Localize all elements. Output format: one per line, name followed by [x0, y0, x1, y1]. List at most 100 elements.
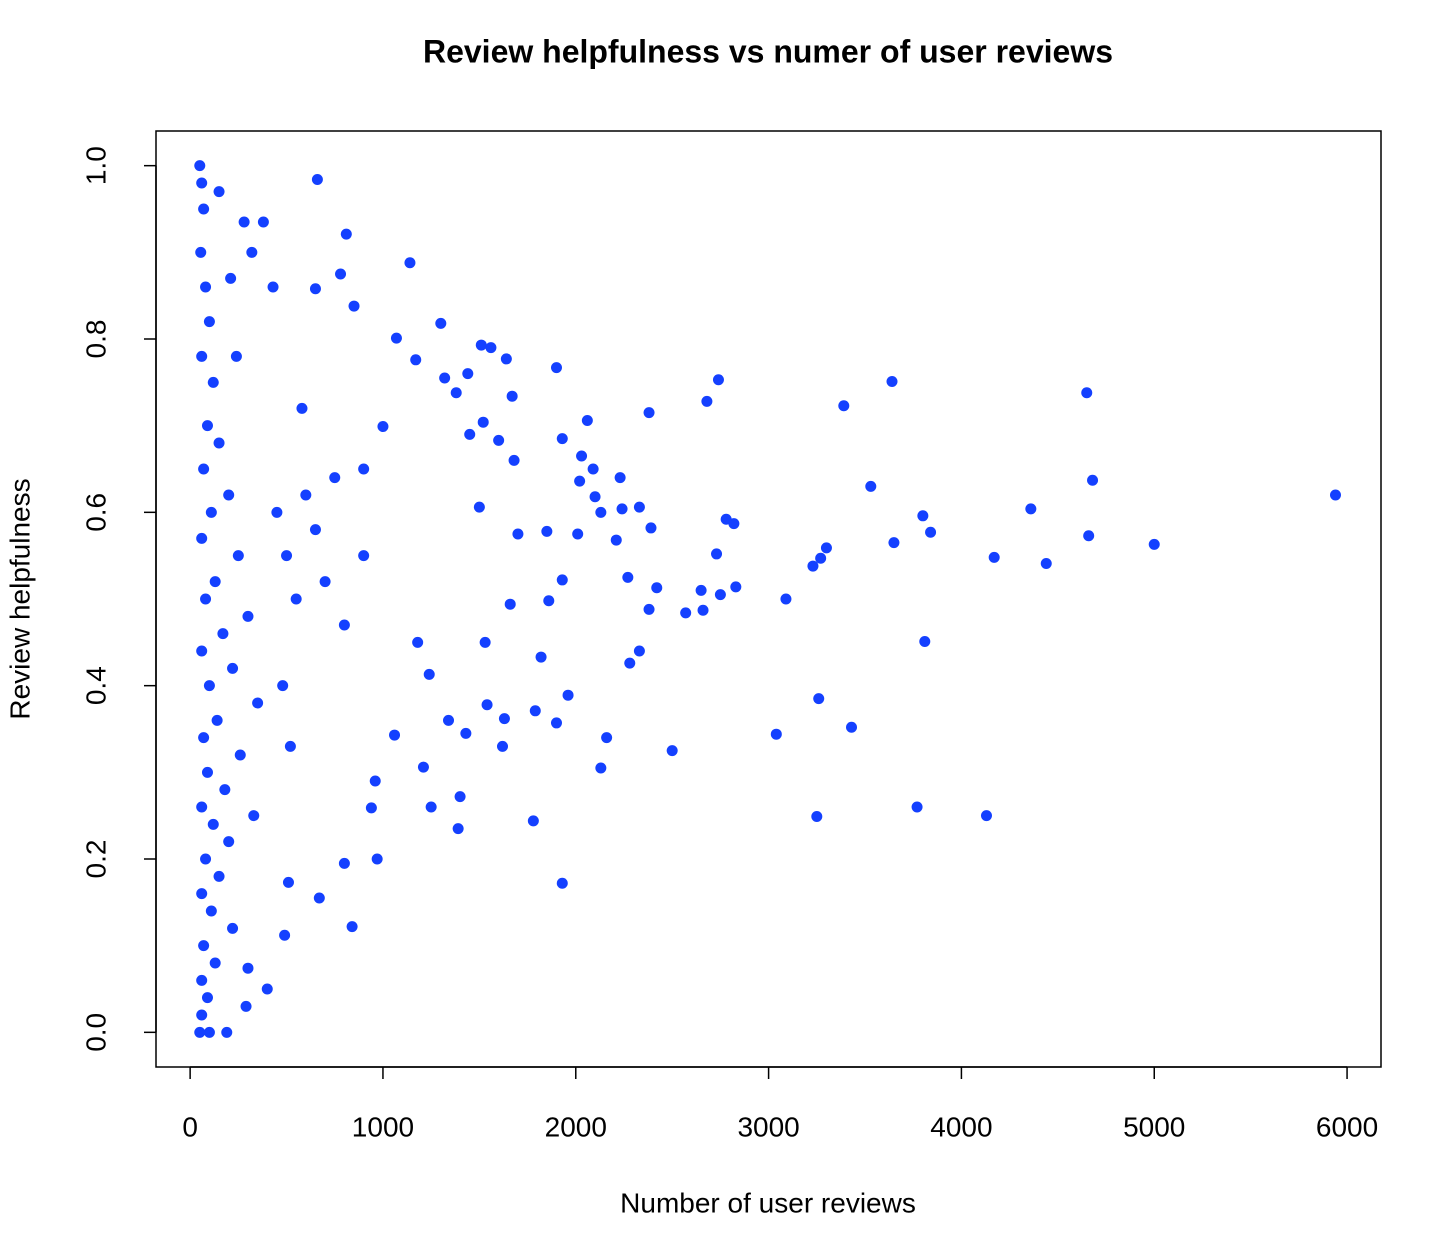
point — [711, 548, 723, 560]
point — [277, 680, 289, 692]
point — [506, 390, 518, 402]
point — [838, 400, 850, 412]
point — [512, 528, 524, 540]
point — [279, 929, 291, 941]
point — [246, 246, 258, 258]
point — [587, 463, 599, 475]
point — [335, 268, 347, 280]
point — [313, 892, 325, 904]
point — [562, 689, 574, 701]
point — [300, 489, 312, 501]
point — [439, 372, 451, 384]
point — [196, 974, 208, 986]
point — [1040, 557, 1052, 569]
point — [477, 416, 489, 428]
point — [296, 402, 308, 414]
point — [886, 375, 898, 387]
point — [610, 534, 622, 546]
point — [643, 407, 655, 419]
y-tick-label: 0.2 — [80, 840, 111, 879]
x-tick-label: 1000 — [352, 1111, 414, 1142]
point — [200, 281, 212, 293]
point — [261, 983, 273, 995]
point — [589, 491, 601, 503]
point — [203, 1026, 215, 1038]
point — [309, 283, 321, 295]
point — [196, 350, 208, 362]
point — [248, 810, 260, 822]
point — [730, 581, 742, 593]
point — [633, 645, 645, 657]
point — [311, 174, 323, 186]
point — [479, 636, 491, 648]
point — [616, 503, 628, 515]
point — [535, 651, 547, 663]
point — [462, 368, 474, 380]
point — [201, 992, 213, 1004]
point — [643, 603, 655, 615]
point — [865, 480, 877, 492]
point — [225, 272, 237, 284]
point — [980, 810, 992, 822]
point — [290, 593, 302, 605]
point — [464, 428, 476, 440]
point — [201, 766, 213, 778]
point — [435, 317, 447, 329]
point — [550, 717, 562, 729]
point — [205, 905, 217, 917]
x-axis-title: Number of user reviews — [620, 1187, 916, 1218]
point — [595, 506, 607, 518]
y-axis-title: Review helpfulness — [4, 478, 35, 719]
point — [209, 576, 221, 588]
point — [348, 300, 360, 312]
point — [1081, 387, 1093, 399]
point — [645, 522, 657, 534]
point — [196, 532, 208, 544]
point — [207, 818, 219, 830]
point — [820, 542, 832, 554]
point — [417, 761, 429, 773]
point — [198, 940, 210, 952]
point — [227, 662, 239, 674]
point — [410, 354, 422, 366]
point — [475, 339, 487, 351]
point — [498, 713, 510, 725]
point — [267, 281, 279, 293]
point — [917, 510, 929, 522]
point — [452, 823, 464, 835]
point — [1329, 489, 1341, 501]
point — [371, 853, 383, 865]
point — [556, 433, 568, 445]
point — [1025, 503, 1037, 515]
point — [504, 598, 516, 610]
point — [240, 1000, 252, 1012]
point — [454, 791, 466, 803]
point — [811, 811, 823, 823]
point — [198, 463, 210, 475]
y-tick-label: 0.4 — [80, 666, 111, 705]
point — [358, 463, 370, 475]
point — [1087, 474, 1099, 486]
point — [201, 420, 213, 432]
point — [556, 574, 568, 586]
point — [780, 593, 792, 605]
point — [196, 1009, 208, 1021]
point — [508, 454, 520, 466]
point — [460, 727, 472, 739]
point — [581, 414, 593, 426]
point — [493, 434, 505, 446]
point — [622, 571, 634, 583]
y-tick-label: 0.0 — [80, 1013, 111, 1052]
point — [404, 257, 416, 269]
point — [815, 552, 827, 564]
point — [925, 526, 937, 538]
x-tick-label: 6000 — [1316, 1111, 1378, 1142]
y-tick-label: 0.8 — [80, 320, 111, 359]
y-tick-label: 0.6 — [80, 493, 111, 532]
point — [651, 582, 663, 594]
point — [196, 888, 208, 900]
point — [614, 472, 626, 484]
point — [340, 228, 352, 240]
point — [281, 550, 293, 562]
